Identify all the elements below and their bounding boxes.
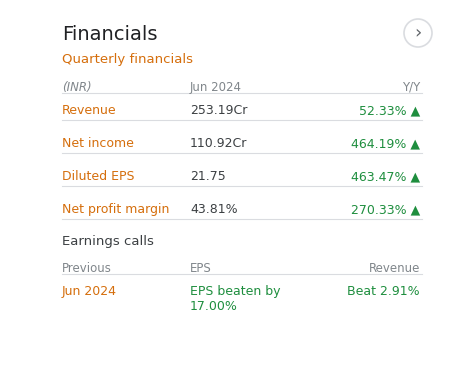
Text: 21.75: 21.75 [190, 170, 226, 183]
Text: Previous: Previous [62, 262, 112, 275]
Text: 52.33% ▲: 52.33% ▲ [359, 104, 420, 117]
Text: 464.19% ▲: 464.19% ▲ [351, 137, 420, 150]
Text: Beat 2.91%: Beat 2.91% [347, 285, 420, 298]
Text: Revenue: Revenue [62, 104, 117, 117]
Text: 110.92Cr: 110.92Cr [190, 137, 247, 150]
Text: 43.81%: 43.81% [190, 203, 238, 216]
Text: Earnings calls: Earnings calls [62, 235, 154, 248]
Text: 253.19Cr: 253.19Cr [190, 104, 247, 117]
Text: Quarterly financials: Quarterly financials [62, 53, 193, 66]
Text: Net income: Net income [62, 137, 134, 150]
Text: Financials: Financials [62, 25, 157, 44]
Text: 463.47% ▲: 463.47% ▲ [351, 170, 420, 183]
Text: (INR): (INR) [62, 81, 92, 94]
Text: Y/Y: Y/Y [402, 81, 420, 94]
Text: 270.33% ▲: 270.33% ▲ [351, 203, 420, 216]
Text: EPS beaten by
17.00%: EPS beaten by 17.00% [190, 285, 281, 313]
Text: ›: › [415, 24, 422, 42]
Text: Revenue: Revenue [368, 262, 420, 275]
Text: Diluted EPS: Diluted EPS [62, 170, 134, 183]
Text: Jun 2024: Jun 2024 [190, 81, 242, 94]
Text: EPS: EPS [190, 262, 212, 275]
Text: Jun 2024: Jun 2024 [62, 285, 117, 298]
Text: Net profit margin: Net profit margin [62, 203, 169, 216]
